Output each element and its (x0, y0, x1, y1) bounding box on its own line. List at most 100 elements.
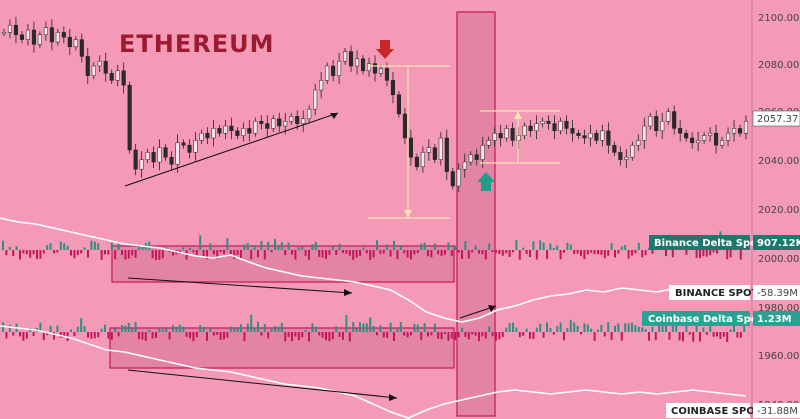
binance-delta-bar (8, 246, 11, 250)
binance-delta-bar (297, 247, 300, 250)
candle-body (289, 116, 294, 122)
binance-delta-bar (155, 250, 157, 260)
candle-body (79, 39, 84, 57)
coinbase-delta-bar (192, 332, 195, 342)
binance-delta-bar (93, 241, 96, 250)
coinbase-delta-bar (257, 321, 259, 332)
candle-body (618, 152, 623, 160)
coinbase-delta-bar (53, 332, 55, 340)
coinbase-delta-bar (569, 319, 572, 332)
coinbase-delta-bar (63, 332, 66, 338)
coinbase-delta-bar (148, 329, 151, 332)
coinbase-delta-bar (688, 332, 691, 335)
coinbase-delta-bar (250, 314, 253, 332)
coinbase-delta-bar (716, 332, 718, 337)
binance-spot-line (0, 217, 747, 323)
coinbase-delta-bar (93, 332, 96, 339)
candle-body (564, 120, 569, 129)
coinbase-delta-bar (478, 332, 480, 342)
candle-body (319, 80, 324, 91)
binance-delta-bar (413, 250, 416, 255)
binance-delta-bar (80, 250, 83, 254)
binance-delta-bar (512, 250, 514, 253)
coinbase-delta-bar (481, 332, 484, 337)
coinbase-delta-bar (603, 332, 606, 337)
binance-delta-bar (457, 250, 460, 253)
candle-body (271, 118, 276, 129)
candle-body (205, 132, 210, 139)
coinbase-delta-bar (580, 332, 582, 335)
binance-delta-bar (124, 250, 127, 260)
coinbase-delta-bar (661, 326, 664, 332)
binance-delta-bar (637, 242, 640, 250)
coinbase-delta-bar (83, 325, 86, 332)
candle-body (456, 168, 461, 187)
coinbase-delta-bar (165, 328, 168, 332)
coinbase-delta-value-bg (753, 311, 800, 326)
coinbase-delta-bar (597, 329, 599, 332)
binance-delta-bar (403, 250, 406, 254)
binance-delta-bar (566, 242, 569, 250)
coinbase-delta-bar (42, 332, 45, 341)
binance-delta-bar (325, 250, 327, 259)
binance-delta-bar (699, 250, 701, 258)
binance-delta-bar (447, 242, 450, 250)
candle-body (678, 128, 683, 134)
coinbase-delta-bar (352, 322, 355, 332)
candle-body (253, 120, 258, 134)
binance-delta-bar (644, 250, 647, 256)
binance-delta-bar (478, 250, 480, 254)
candle-body (402, 113, 407, 139)
candle-body (103, 60, 108, 74)
coinbase-delta-bar (733, 324, 735, 332)
coinbase-delta-bar (185, 332, 188, 337)
coinbase-delta-bar (22, 332, 25, 341)
coinbase-delta-bar (240, 324, 242, 332)
binance-delta-bar (651, 250, 654, 254)
uptrend-arrow-head (330, 113, 338, 119)
candle-body (372, 63, 378, 74)
binance-delta-bar (352, 250, 355, 260)
binance-delta-bar (90, 240, 93, 250)
binance-delta-label-bg (649, 235, 750, 250)
coinbase-delta-bar (668, 332, 671, 340)
coinbase-delta-bar (314, 326, 317, 332)
binance-delta-bar (705, 250, 708, 257)
coinbase-delta-bar (518, 332, 521, 338)
binance-delta-bar (382, 250, 385, 254)
coinbase-delta-bar (25, 332, 28, 339)
candle-body (295, 116, 300, 124)
candle-body (229, 125, 234, 132)
coinbase-delta-bar (117, 332, 120, 337)
binance-delta-bar (671, 250, 674, 258)
binance-delta-bar (83, 247, 86, 250)
coinbase-delta-bar (304, 329, 307, 332)
binance-delta-bar (97, 243, 100, 250)
coinbase-delta-bar (97, 332, 100, 338)
coinbase-delta-bar (12, 332, 15, 336)
coinbase-delta-bar (665, 323, 667, 332)
candle-body (193, 140, 198, 153)
candle-body (354, 58, 360, 67)
candle-body (648, 116, 653, 127)
coinbase-delta-bar (542, 332, 545, 338)
binance-delta-bar (76, 250, 79, 256)
coinbase-delta-bar (195, 332, 198, 338)
coinbase-delta-bar (474, 332, 477, 336)
binance-delta-bar (580, 250, 582, 256)
candle-body (223, 125, 228, 134)
coinbase-delta-bar (396, 329, 399, 332)
coinbase-delta-bar (345, 315, 348, 332)
coinbase-delta-bar (450, 332, 453, 339)
candle-body (570, 128, 575, 134)
coinbase-delta-bar (624, 323, 627, 332)
binance-delta-bar (243, 244, 246, 250)
candle-body (175, 142, 180, 165)
binance-delta-bar (549, 243, 552, 250)
measure-drop (368, 65, 450, 219)
last-price-tag (752, 110, 800, 127)
binance-delta-bar (56, 250, 59, 253)
coinbase-delta-bar (229, 326, 232, 332)
coinbase-delta-bar (614, 325, 616, 332)
y-tick-2000: 2000.00 (758, 254, 799, 265)
